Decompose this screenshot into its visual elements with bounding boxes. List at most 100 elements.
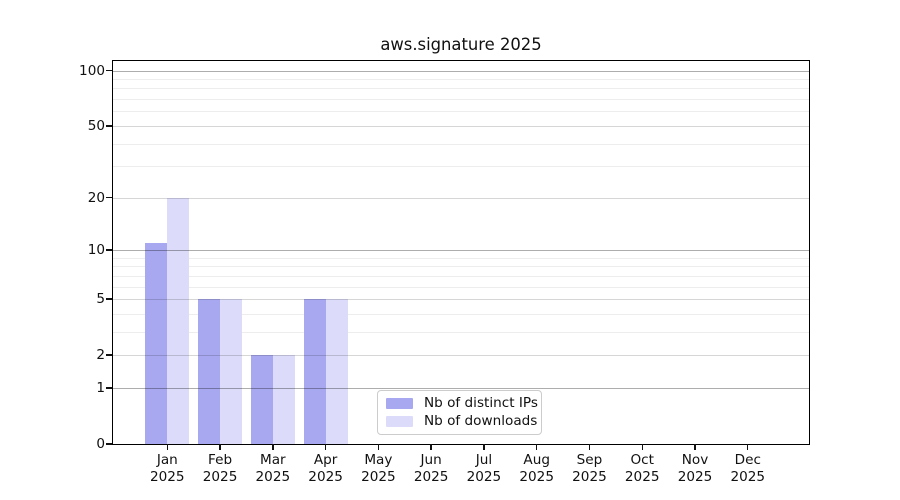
x-tick-month: Oct <box>630 452 654 468</box>
x-tick-year: 2025 <box>677 468 713 485</box>
x-tick-year: 2025 <box>519 468 554 485</box>
y-tick-mark <box>106 354 112 356</box>
x-tick-label: Dec 2025 <box>708 452 788 485</box>
bar-downloads-jan <box>167 197 190 444</box>
minor-gridline <box>113 111 809 113</box>
bar-distinct-ips-jan <box>145 242 168 444</box>
x-tick-month: Aug <box>523 452 550 468</box>
y-tick-label: 0 <box>96 436 105 452</box>
minor-gridline <box>113 266 809 268</box>
x-tick-year: 2025 <box>255 468 291 485</box>
minor-gridline <box>113 79 809 81</box>
x-tick-year: 2025 <box>730 468 766 485</box>
x-tick-year: 2025 <box>202 468 238 485</box>
x-tick-label: Jul 2025 <box>444 452 524 485</box>
y-tick-label: 5 <box>96 291 105 308</box>
x-tick-year: 2025 <box>466 468 502 485</box>
major-gridline <box>113 249 809 251</box>
x-tick-month: Nov <box>681 452 709 468</box>
x-tick-mark <box>272 444 274 450</box>
x-tick-label: Mar 2025 <box>233 452 313 485</box>
x-tick-label: Feb 2025 <box>180 452 260 485</box>
legend: Nb of distinct IPs Nb of downloads <box>377 390 542 435</box>
x-tick-year: 2025 <box>572 468 607 485</box>
x-tick-label: Jun 2025 <box>391 452 471 485</box>
x-tick-year: 2025 <box>413 468 449 485</box>
major-gridline <box>113 197 809 199</box>
x-tick-month: Jun <box>420 452 442 468</box>
major-gridline <box>113 70 809 72</box>
minor-gridline <box>113 331 809 333</box>
x-tick-year: 2025 <box>308 468 343 485</box>
x-tick-label: May 2025 <box>338 452 418 485</box>
y-tick-label: 10 <box>87 241 105 258</box>
x-tick-label: Apr 2025 <box>286 452 366 485</box>
x-tick-month: Mar <box>260 452 286 468</box>
minor-gridlines-layer <box>113 61 809 444</box>
x-tick-month: May <box>364 452 393 468</box>
minor-gridline <box>113 257 809 259</box>
x-tick-label: Nov 2025 <box>655 452 735 485</box>
plot-area: Nb of distinct IPs Nb of downloads <box>112 60 810 445</box>
x-tick-label: Oct 2025 <box>602 452 682 485</box>
y-tick-mark <box>106 443 112 445</box>
y-tick-label: 2 <box>96 347 105 364</box>
x-tick-month: Jan <box>156 452 178 468</box>
x-tick-mark <box>694 444 696 450</box>
bar-distinct-ips-feb <box>198 299 221 444</box>
y-tick-label: 50 <box>87 117 105 134</box>
x-tick-month: Jul <box>475 452 493 468</box>
y-tick-mark <box>106 249 112 251</box>
minor-gridline <box>113 166 809 168</box>
x-tick-label: Aug 2025 <box>497 452 577 485</box>
major-gridline <box>113 125 809 127</box>
minor-gridline <box>113 99 809 101</box>
major-gridline <box>113 355 809 357</box>
y-tick-label: 100 <box>79 62 105 79</box>
major-gridlines-layer <box>113 61 809 444</box>
x-tick-month: Sep <box>576 452 603 468</box>
y-tick-mark <box>106 196 112 199</box>
legend-swatch-distinct-ips <box>386 398 413 409</box>
major-gridline <box>113 387 809 389</box>
bar-downloads-mar <box>272 355 295 444</box>
y-tick-label: 1 <box>96 379 105 396</box>
x-tick-label: Sep 2025 <box>549 452 629 485</box>
x-tick-mark <box>219 444 221 450</box>
minor-gridline <box>113 275 809 277</box>
x-tick-mark <box>588 444 591 450</box>
x-tick-year: 2025 <box>361 468 396 485</box>
bar-downloads-feb <box>220 299 243 444</box>
x-tick-mark <box>641 444 643 450</box>
legend-label-downloads: Nb of downloads <box>424 413 538 429</box>
x-tick-mark <box>535 444 538 450</box>
bar-distinct-ips-apr <box>303 299 326 444</box>
major-gridline <box>113 299 809 301</box>
minor-gridline <box>113 143 809 145</box>
x-tick-month: Feb <box>208 452 233 468</box>
bar-distinct-ips-mar <box>250 355 273 444</box>
y-tick-mark <box>106 387 112 389</box>
minor-gridline <box>113 286 809 288</box>
bar-downloads-apr <box>325 299 348 444</box>
y-tick-mark <box>106 298 112 300</box>
legend-item-downloads: Nb of downloads <box>386 413 537 430</box>
chart-title: aws.signature 2025 <box>380 35 542 54</box>
minor-gridline <box>113 88 809 90</box>
x-tick-mark <box>747 444 749 450</box>
y-tick-label: 20 <box>87 189 105 206</box>
y-tick-mark <box>106 69 112 72</box>
x-tick-month: Dec <box>734 452 761 468</box>
legend-item-distinct-ips: Nb of distinct IPs <box>386 395 538 412</box>
x-tick-label: Jan 2025 <box>127 452 207 485</box>
x-tick-year: 2025 <box>149 468 185 485</box>
x-tick-mark <box>324 444 327 450</box>
x-tick-year: 2025 <box>624 468 660 485</box>
minor-gridline <box>113 313 809 315</box>
x-tick-mark <box>430 444 432 450</box>
bars-layer <box>113 61 809 444</box>
legend-label-distinct-ips: Nb of distinct IPs <box>424 395 538 411</box>
x-tick-mark <box>483 444 485 450</box>
x-tick-mark <box>377 444 380 450</box>
